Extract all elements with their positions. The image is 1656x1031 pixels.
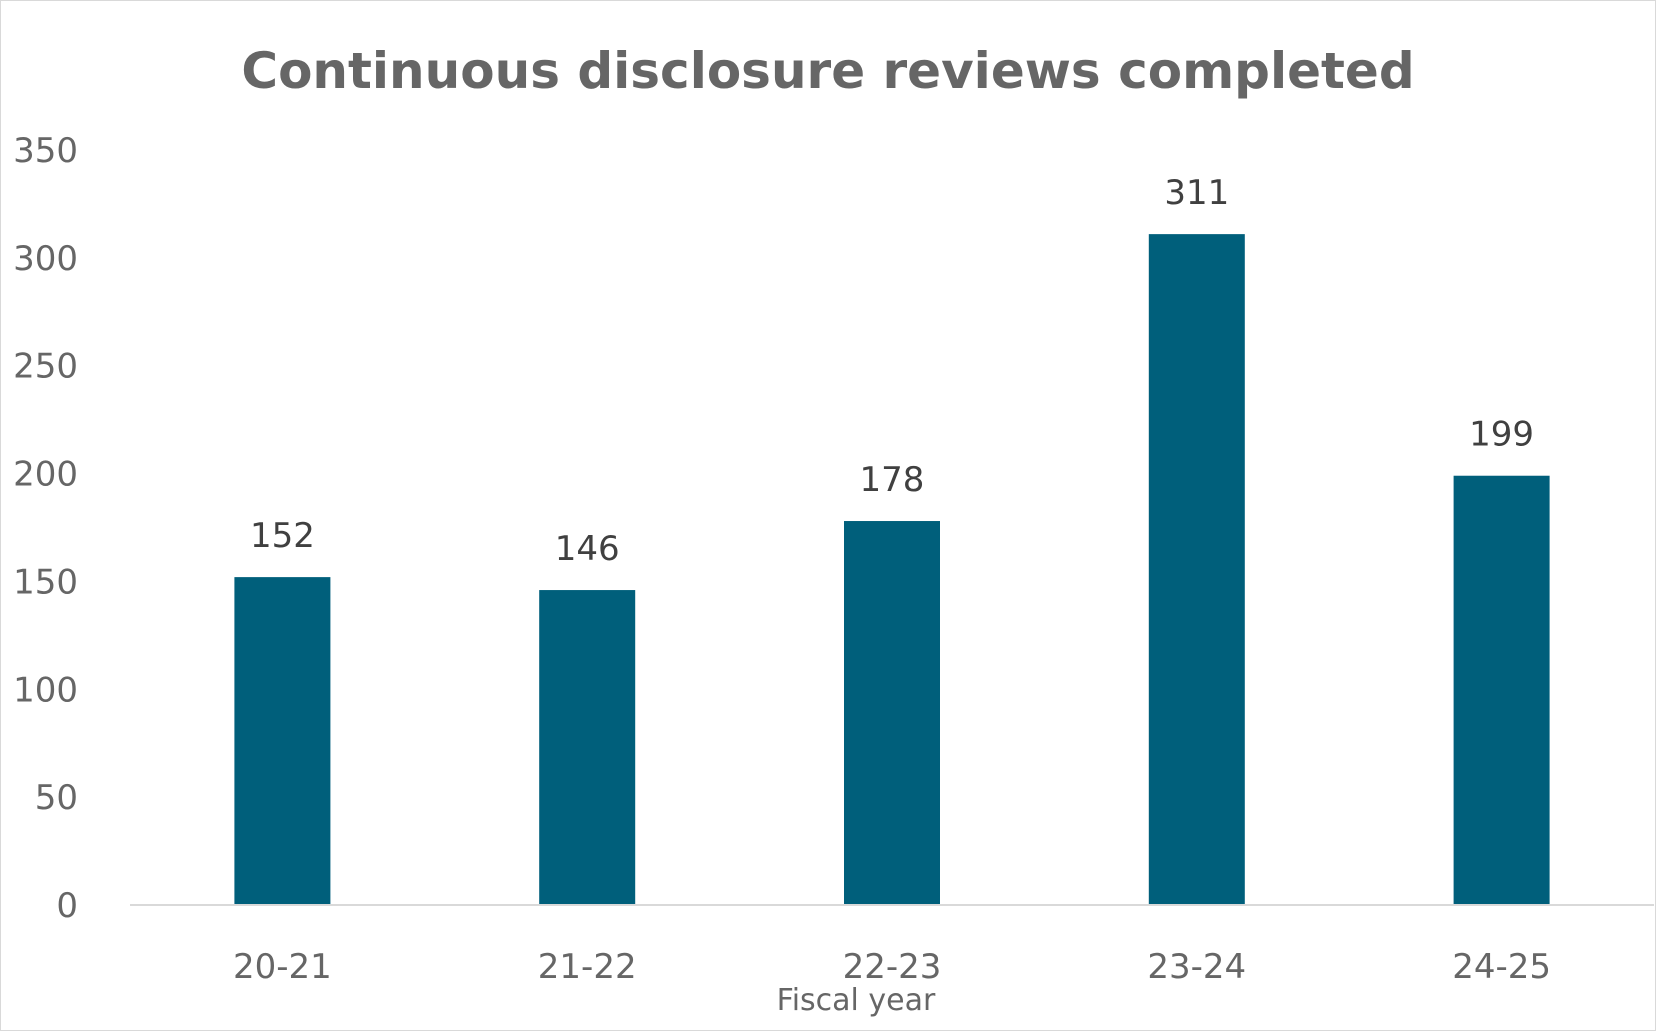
y-tick-label: 0 <box>56 886 78 926</box>
x-axis-label: Fiscal year <box>777 983 936 1018</box>
data-label: 152 <box>250 516 315 556</box>
y-tick-label: 250 <box>13 347 78 387</box>
y-tick-label: 350 <box>13 131 78 171</box>
y-tick-label: 200 <box>13 455 78 495</box>
bar-24-25 <box>1453 475 1550 905</box>
y-axis-ticks: 0 50 100 150 200 250 300 350 <box>13 131 78 926</box>
x-tick-label: 22-23 <box>843 947 942 987</box>
bar-23-24 <box>1148 234 1245 906</box>
x-tick-label: 23-24 <box>1147 947 1246 987</box>
bar-21-22 <box>539 590 636 905</box>
x-tick-label: 20-21 <box>233 947 332 987</box>
y-tick-label: 300 <box>13 239 78 279</box>
data-labels: 152 146 178 311 199 <box>250 173 1534 569</box>
x-tick-label: 24-25 <box>1452 947 1551 987</box>
bars <box>234 234 1550 906</box>
data-label: 178 <box>860 460 925 500</box>
bar-20-21 <box>234 577 331 905</box>
y-tick-label: 150 <box>13 562 78 602</box>
bar-22-23 <box>844 521 940 905</box>
x-tick-label: 21-22 <box>538 947 637 987</box>
x-axis-ticks: 20-21 21-22 22-23 23-24 24-25 <box>233 947 1551 987</box>
chart-title: Continuous disclosure reviews completed <box>241 42 1414 100</box>
data-label: 199 <box>1469 415 1534 455</box>
data-label: 146 <box>555 529 620 569</box>
y-tick-label: 50 <box>35 778 78 818</box>
y-tick-label: 100 <box>13 670 78 710</box>
data-label: 311 <box>1164 173 1229 213</box>
